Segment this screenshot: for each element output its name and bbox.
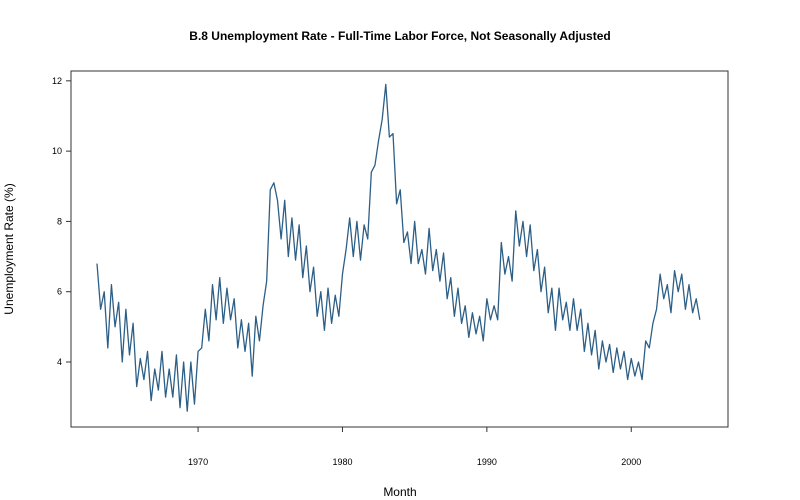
x-tick-label: 2000 (621, 457, 641, 467)
y-tick-label: 8 (57, 216, 62, 226)
chart-title: B.8 Unemployment Rate - Full-Time Labor … (189, 29, 610, 43)
y-tick-label: 6 (57, 287, 62, 297)
y-tick-label: 10 (52, 146, 62, 156)
series-line (96, 83, 701, 412)
x-tick-label: 1970 (188, 457, 208, 467)
y-axis-label: Unemployment Rate (%) (2, 183, 16, 314)
x-tick-label: 1980 (332, 457, 352, 467)
y-tick-label: 4 (57, 357, 62, 367)
x-axis-label: Month (383, 485, 416, 499)
x-tick-label: 1990 (477, 457, 497, 467)
y-tick-label: 12 (52, 76, 62, 86)
